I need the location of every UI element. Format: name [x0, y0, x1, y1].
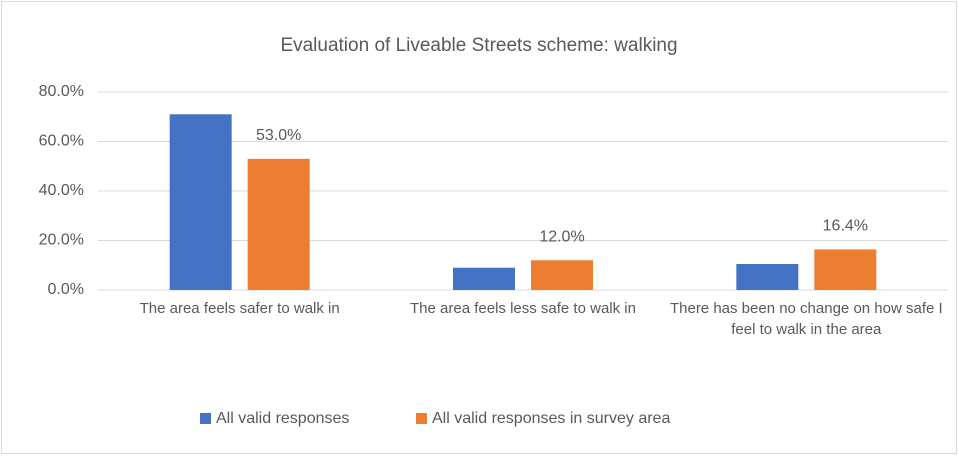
y-tick-label: 60.0%: [39, 133, 84, 150]
x-tick-label-box: The area feels less safe to walk in: [410, 300, 636, 317]
legend-swatch: [416, 413, 427, 424]
legend-label: All valid responses in survey area: [432, 410, 670, 427]
legend-swatch: [200, 413, 211, 424]
x-tick-label-box: The area feels safer to walk in: [139, 300, 340, 317]
data-label: 16.4%: [823, 218, 868, 235]
bar: [169, 114, 232, 291]
y-tick-label: 80.0%: [39, 83, 84, 100]
x-tick-label: The area feels safer to walk in: [139, 300, 340, 317]
y-tick-label: 40.0%: [39, 182, 84, 199]
chart-title: Evaluation of Liveable Streets scheme: w…: [280, 35, 677, 56]
bar: [531, 260, 593, 290]
y-tick-label: 0.0%: [48, 281, 84, 298]
data-label: 53.0%: [256, 127, 301, 144]
y-tick-label: 20.0%: [39, 232, 84, 249]
bar: [247, 158, 310, 290]
bar: [453, 267, 515, 290]
x-tick-label: There has been no change on how safe I f…: [669, 300, 943, 338]
legend-label: All valid responses: [216, 410, 349, 427]
x-tick-label-box: There has been no change on how safe I f…: [669, 300, 943, 338]
x-tick-label: The area feels less safe to walk in: [410, 300, 636, 317]
data-label: 12.0%: [539, 229, 584, 246]
bar: [814, 249, 877, 290]
bar: [736, 264, 799, 290]
